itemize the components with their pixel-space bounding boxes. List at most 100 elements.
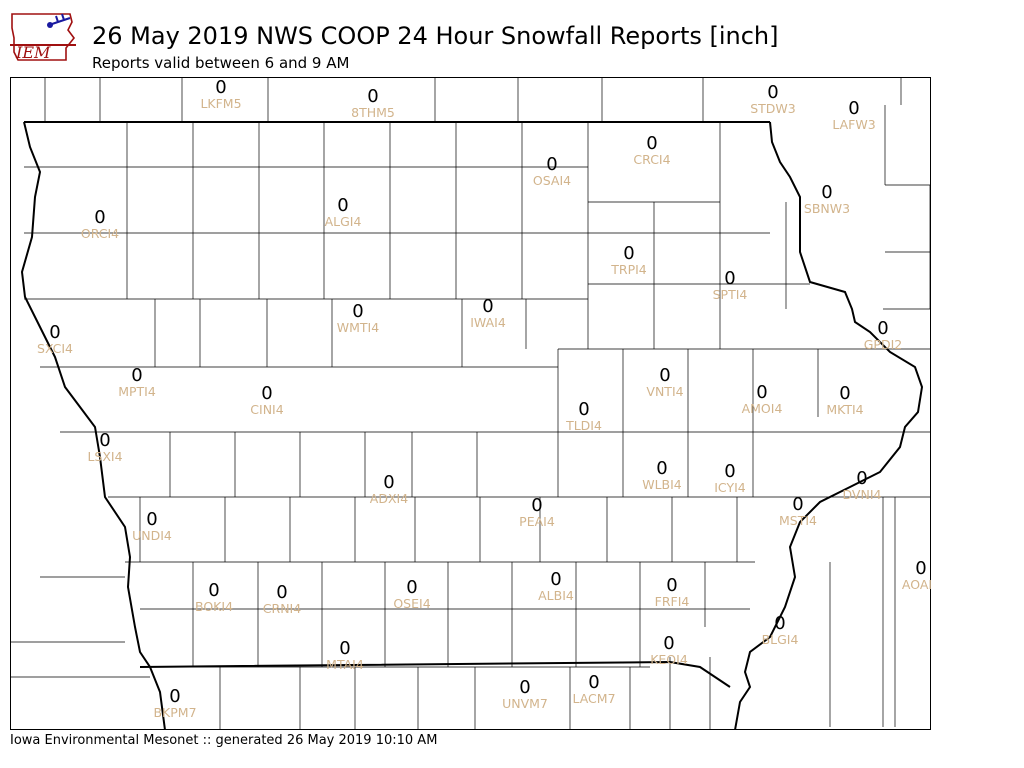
snowfall-value: 0	[623, 243, 634, 264]
station-id-label: MSTI4	[779, 513, 817, 528]
snowfall-value: 0	[877, 318, 888, 339]
station-id-label: LKFM5	[200, 96, 241, 111]
snowfall-value: 0	[724, 268, 735, 289]
iowa-southern-border	[139, 660, 731, 688]
snowfall-value: 0	[169, 686, 180, 707]
station-id-label: UNDI4	[132, 528, 172, 543]
snowfall-value: 0	[839, 383, 850, 404]
snowfall-value: 0	[756, 382, 767, 403]
snowfall-value: 0	[666, 575, 677, 596]
station-id-label: GPDI2	[864, 337, 903, 352]
station-id-label: AOAI2	[902, 577, 931, 592]
snowfall-value: 0	[550, 569, 561, 590]
station-id-label: OSEI4	[393, 596, 430, 611]
snowfall-value: 0	[406, 577, 417, 598]
station-id-label: ORCI4	[81, 226, 119, 241]
station-id-label: FRFI4	[655, 594, 690, 609]
state-borders	[20, 121, 924, 730]
snowfall-value: 0	[848, 98, 859, 119]
station-id-label: IWAI4	[470, 315, 506, 330]
station-id-label: MPTI4	[118, 384, 156, 399]
logo-text: IEM	[15, 43, 51, 62]
snowfall-value: 0	[915, 558, 926, 579]
station-id-label: TRPI4	[610, 262, 647, 277]
snowfall-value: 0	[531, 495, 542, 516]
station-id-label: CRCI4	[633, 152, 670, 167]
snowfall-value: 0	[656, 458, 667, 479]
station-id-label: SBNW3	[804, 201, 850, 216]
station-id-label: WLBI4	[642, 477, 682, 492]
snowfall-value: 0	[659, 365, 670, 386]
snowfall-value: 0	[774, 613, 785, 634]
logo-banner	[10, 44, 76, 46]
snowfall-value: 0	[663, 633, 674, 654]
footer-credit: Iowa Environmental Mesonet :: generated …	[10, 733, 438, 748]
station-dot-icon	[47, 22, 53, 28]
missouri-river	[20, 121, 166, 730]
station-id-label: BOKI4	[195, 599, 233, 614]
station-id-label: AMOI4	[742, 401, 783, 416]
snowfall-value: 0	[546, 154, 557, 175]
iowa-outline-icon	[11, 13, 76, 61]
snowfall-value: 0	[821, 182, 832, 203]
iem-logo: IEM	[10, 13, 76, 62]
snowfall-value: 0	[588, 672, 599, 693]
snowfall-value: 0	[276, 582, 287, 603]
station-id-label: MTAI4	[326, 657, 364, 672]
mississippi-river	[734, 121, 924, 730]
snowfall-value: 0	[367, 86, 378, 107]
station-id-label: KEOI4	[650, 652, 688, 667]
snowfall-value: 0	[792, 494, 803, 515]
page-subtitle: Reports valid between 6 and 9 AM	[92, 54, 350, 72]
station-id-label: LACM7	[572, 691, 615, 706]
station-id-label: TLDI4	[565, 418, 602, 433]
snowfall-value: 0	[724, 461, 735, 482]
station-id-label: LSXI4	[87, 449, 122, 464]
station-id-label: LAFW3	[832, 117, 875, 132]
snowfall-value: 0	[482, 296, 493, 317]
station-aoai2: 0AOAI2	[902, 558, 931, 592]
snowfall-value: 0	[767, 82, 778, 103]
station-id-label: UNVM7	[502, 696, 548, 711]
station-id-label: MKTI4	[826, 402, 863, 417]
station-id-label: CINI4	[250, 402, 283, 417]
snowfall-value: 0	[131, 365, 142, 386]
snowfall-value: 0	[646, 133, 657, 154]
snowfall-value: 0	[856, 468, 867, 489]
snowfall-value: 0	[352, 301, 363, 322]
snowfall-value: 0	[383, 472, 394, 493]
snowfall-value: 0	[339, 638, 350, 659]
snowfall-value: 0	[94, 207, 105, 228]
station-id-label: SXCI4	[37, 341, 73, 356]
